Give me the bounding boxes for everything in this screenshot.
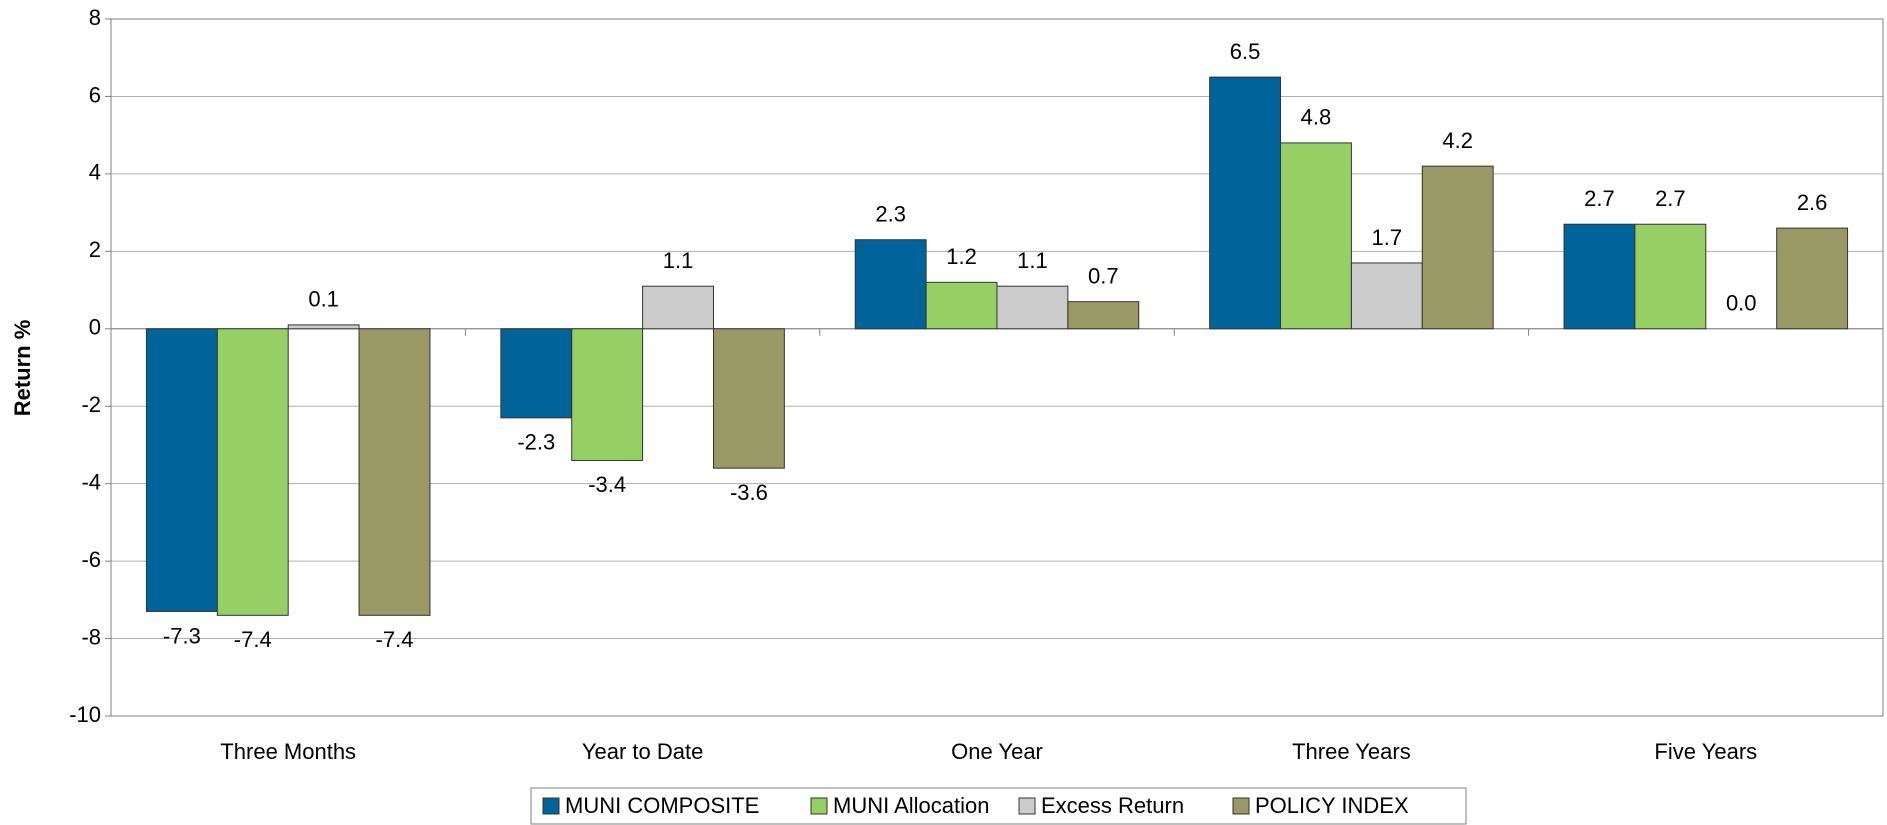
legend-label: POLICY INDEX: [1255, 793, 1409, 818]
data-label: 2.7: [1655, 186, 1686, 211]
legend-box: [530, 787, 1467, 825]
bar: [287, 324, 360, 330]
x-tick-label: One Year: [951, 739, 1043, 764]
bar: [1209, 76, 1282, 330]
data-label: -7.3: [163, 623, 201, 648]
y-tick-label: -4: [81, 469, 101, 494]
bar: [1421, 165, 1494, 330]
bar: [571, 328, 644, 461]
bar: [925, 281, 998, 330]
data-label: 4.2: [1442, 128, 1473, 153]
y-tick-label: -8: [81, 624, 101, 649]
plot-border: [110, 18, 1884, 717]
y-tick-label: 8: [89, 5, 101, 30]
x-tick-label: Three Months: [220, 739, 356, 764]
bar: [1634, 223, 1707, 330]
legend-swatch: [1232, 797, 1250, 815]
data-label: 1.1: [1017, 248, 1048, 273]
bar: [145, 328, 218, 612]
bar: [642, 285, 714, 330]
legend-label: MUNI Allocation: [833, 793, 990, 818]
data-label: 0.0: [1726, 291, 1757, 316]
legend-label: MUNI COMPOSITE: [565, 793, 759, 818]
bar: [358, 328, 431, 616]
bar: [1350, 262, 1423, 330]
data-label: -7.4: [234, 627, 272, 652]
bar: [712, 328, 785, 469]
y-tick-label: -6: [81, 547, 101, 572]
data-label: 1.7: [1372, 225, 1403, 250]
bar: [216, 328, 289, 616]
data-label: 0.1: [308, 287, 339, 312]
bar: [1776, 227, 1849, 330]
bar: [500, 328, 573, 419]
x-tick-label: Five Years: [1654, 739, 1757, 764]
x-tick-label: Year to Date: [582, 739, 704, 764]
bar: [1563, 223, 1636, 330]
legend-swatch: [810, 797, 828, 815]
data-label: -3.4: [588, 472, 626, 497]
data-label: 0.7: [1088, 263, 1119, 288]
data-label: 2.7: [1584, 186, 1615, 211]
y-axis-label: Return %: [10, 320, 35, 417]
legend-label: Excess Return: [1041, 793, 1184, 818]
bar: [1067, 301, 1140, 330]
bar: [996, 285, 1069, 330]
data-label: 1.1: [663, 248, 694, 273]
data-label: 1.2: [946, 244, 977, 269]
y-tick-label: 2: [89, 237, 101, 262]
bar: [1280, 142, 1352, 330]
bar: [854, 239, 927, 330]
y-tick-label: 0: [89, 315, 101, 340]
data-label: 2.3: [875, 202, 906, 227]
data-label: -3.6: [730, 480, 768, 505]
data-label: 2.6: [1797, 190, 1828, 215]
y-tick-label: 4: [89, 160, 101, 185]
x-tick-label: Three Years: [1292, 739, 1411, 764]
data-label: 4.8: [1301, 105, 1332, 130]
data-label: 6.5: [1230, 39, 1261, 64]
data-label: -2.3: [517, 430, 555, 455]
data-label: -7.4: [376, 627, 414, 652]
y-tick-label: 6: [89, 82, 101, 107]
legend-swatch: [542, 797, 560, 815]
legend-swatch: [1018, 797, 1036, 815]
y-tick-label: -2: [81, 392, 101, 417]
y-tick-label: -10: [69, 702, 101, 727]
